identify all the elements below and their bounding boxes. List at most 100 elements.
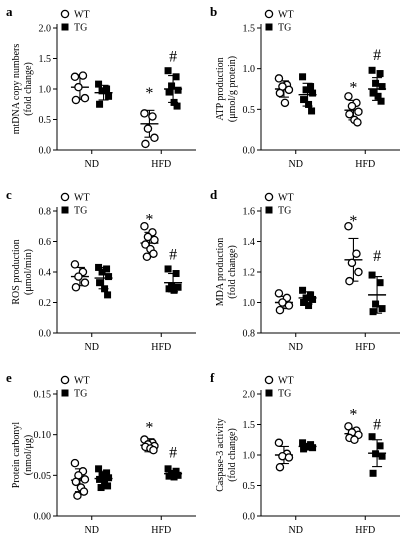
data-point-wt-hfd — [354, 267, 363, 277]
data-point-tg-nd — [309, 444, 317, 452]
y-tick-label: 1.0 — [243, 451, 256, 462]
data-point-wt-hfd — [141, 139, 150, 149]
legend-marker-wt — [264, 375, 274, 385]
data-point-wt-nd — [80, 93, 90, 103]
data-point-tg-hfd — [164, 67, 172, 75]
y-axis-label: (nmol/μg) — [23, 435, 34, 475]
legend-label: TG — [278, 23, 291, 34]
x-tick-label: HFD — [355, 342, 375, 353]
data-point-wt-nd — [70, 260, 80, 269]
legend-marker-wt — [264, 9, 274, 19]
y-tick-label: 0.5 — [243, 481, 256, 492]
significance-asterisk: * — [145, 212, 153, 229]
y-tick-label: 1.0 — [39, 85, 52, 96]
panel-d: d 0.8 1.0 1.2 1.4 1.6 ND HFD MDA production (fold… — [210, 187, 400, 353]
data-point-wt-hfd — [345, 109, 354, 119]
data-point-wt-nd — [70, 458, 80, 468]
data-point-tg-nd — [104, 482, 112, 490]
data-point-wt-nd — [274, 438, 284, 448]
data-point-tg-nd — [96, 475, 104, 483]
data-point-tg-hfd — [369, 308, 377, 316]
data-point-tg-hfd — [172, 270, 180, 278]
data-point-tg-nd — [300, 299, 308, 306]
data-point-tg-hfd — [378, 83, 386, 91]
legend-marker-wt — [60, 9, 70, 19]
data-point-tg-nd — [97, 484, 105, 492]
data-point-wt-hfd — [143, 124, 153, 133]
data-point-wt-nd — [73, 491, 82, 500]
legend-marker-tg — [61, 389, 69, 397]
significance-asterisk: * — [145, 420, 153, 437]
data-point-tg-hfd — [165, 472, 173, 480]
data-point-tg-nd — [307, 291, 315, 299]
y-tick-label: 1.6 — [243, 207, 256, 218]
data-point-tg-nd — [96, 279, 104, 287]
y-tick-label: 2.0 — [39, 24, 52, 35]
data-point-tg-hfd — [164, 265, 172, 273]
data-point-wt-nd — [70, 72, 80, 82]
panel-c: c 0.0 0.2 0.4 0.6 0.8 ND HFD ROS production (μmol… — [6, 187, 196, 353]
y-tick-label: 1.0 — [243, 298, 256, 309]
data-point-tg-nd — [104, 291, 112, 299]
y-axis-label: Protein carbonyl — [11, 422, 22, 489]
x-tick-label: ND — [85, 525, 99, 536]
legend-marker-wt — [60, 192, 70, 202]
significance-hash: # — [169, 48, 177, 65]
y-tick-label: 1.4 — [243, 237, 256, 248]
significance-hash: # — [373, 47, 381, 64]
data-point-wt-hfd — [140, 222, 149, 231]
data-point-wt-nd — [74, 272, 83, 281]
y-tick-label: 0.2 — [39, 298, 52, 309]
data-point-tg-nd — [309, 295, 317, 303]
y-tick-label: 0.4 — [39, 268, 52, 279]
data-point-tg-nd — [98, 268, 106, 276]
legend-marker-wt — [60, 375, 70, 385]
y-tick-label: 0.00 — [34, 512, 52, 523]
data-point-wt-hfd — [344, 222, 353, 231]
panel-letter: d — [210, 187, 218, 202]
data-point-wt-hfd — [347, 258, 357, 268]
data-point-wt-nd — [71, 477, 81, 487]
data-point-tg-hfd — [174, 283, 182, 291]
data-point-wt-hfd — [149, 445, 158, 455]
data-point-tg-hfd — [369, 469, 377, 477]
x-tick-label: ND — [85, 159, 99, 170]
y-axis-label: ROS production — [11, 239, 22, 304]
data-point-tg-hfd — [372, 79, 380, 87]
data-point-tg-nd — [105, 474, 113, 482]
data-point-wt-hfd — [142, 252, 152, 262]
panel-letter: a — [6, 4, 13, 19]
data-point-tg-hfd — [368, 433, 376, 441]
y-tick-label: 0.6 — [39, 237, 52, 248]
data-point-tg-hfd — [368, 66, 376, 74]
y-axis-label: MDA production — [215, 238, 226, 307]
y-tick-label: 1.5 — [39, 54, 52, 65]
data-point-tg-hfd — [368, 271, 376, 279]
data-point-tg-hfd — [172, 467, 180, 475]
data-point-tg-nd — [105, 92, 113, 100]
legend-marker-tg — [61, 23, 69, 31]
y-axis-label: (μmol/g protein) — [227, 56, 238, 122]
data-point-tg-nd — [103, 265, 111, 273]
significance-asterisk: * — [349, 407, 357, 424]
significance-asterisk: * — [349, 213, 357, 230]
data-point-wt-hfd — [344, 92, 353, 101]
y-axis-label: (fold change) — [227, 245, 238, 299]
legend-label: TG — [74, 206, 87, 217]
legend-marker-tg — [265, 206, 273, 214]
data-point-tg-hfd — [170, 98, 178, 106]
legend-label: WT — [74, 193, 90, 204]
data-point-tg-hfd — [372, 450, 380, 458]
significance-hash: # — [373, 416, 381, 433]
y-tick-label: 0.0 — [39, 329, 52, 340]
data-point-wt-nd — [274, 74, 284, 83]
significance-asterisk: * — [349, 80, 357, 97]
x-tick-label: HFD — [151, 525, 171, 536]
x-tick-label: HFD — [151, 159, 171, 170]
legend-label: WT — [278, 10, 294, 21]
panel-letter: e — [6, 370, 12, 385]
data-point-tg-nd — [95, 80, 103, 88]
data-point-wt-hfd — [344, 422, 353, 431]
data-point-tg-nd — [305, 100, 313, 108]
data-point-tg-nd — [302, 86, 310, 94]
